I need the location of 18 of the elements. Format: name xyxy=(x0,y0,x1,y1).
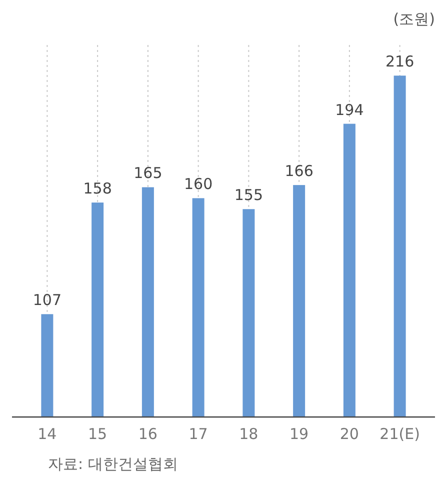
x-tick-label: 19 xyxy=(290,425,309,443)
x-tick-label: 18 xyxy=(239,425,258,443)
x-tick-label: 15 xyxy=(88,425,108,443)
data-label: 165 xyxy=(134,164,162,182)
x-tick-label: 14 xyxy=(38,425,57,443)
x-tick-label: 17 xyxy=(188,425,208,443)
data-label: 160 xyxy=(184,175,213,194)
data-label: 166 xyxy=(284,162,314,180)
x-tick-label: 20 xyxy=(340,425,359,443)
data-label: 194 xyxy=(335,100,364,119)
data-label: 216 xyxy=(385,52,414,71)
data-label: 107 xyxy=(32,291,62,310)
data-label: 155 xyxy=(234,186,264,204)
y-axis-title: (조원) xyxy=(393,10,435,28)
x-tick-label: 16 xyxy=(138,425,158,443)
data-label: 158 xyxy=(83,180,112,198)
x-tick-label: 21(E) xyxy=(380,425,420,443)
text: 자료: 대한건설협회 xyxy=(48,455,178,473)
